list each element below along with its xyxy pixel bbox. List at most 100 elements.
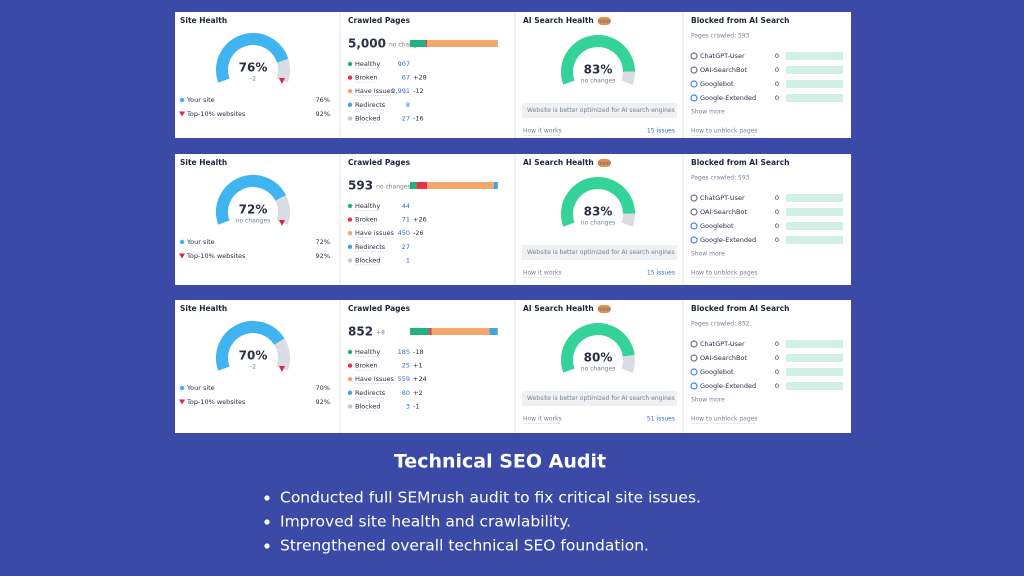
crawled-total: 5,000 — [348, 37, 386, 51]
item-label: Have issues — [355, 87, 394, 95]
bot-bar — [786, 382, 843, 390]
message-box — [522, 245, 677, 260]
item-count: 27 — [402, 243, 410, 251]
bot-icon — [690, 354, 698, 362]
legend-label: Top-10% websites — [186, 110, 246, 118]
ai-issues: 15 issues — [647, 270, 675, 277]
item-count: 25 — [402, 362, 410, 370]
item-label: Blocked — [355, 114, 380, 122]
legend-value: 92% — [316, 252, 330, 260]
bot-count: 0 — [775, 382, 779, 390]
bullet-dot — [264, 495, 270, 501]
bot-icon — [690, 194, 698, 202]
health-change: -2 — [250, 364, 256, 371]
item-count: 67 — [402, 74, 410, 82]
gauge-arc — [216, 175, 286, 225]
message-box — [522, 391, 677, 406]
panel-title: Crawled Pages — [348, 304, 411, 313]
item-label: Healthy — [355, 202, 380, 210]
ai-change: no changes — [581, 220, 616, 227]
bot-bar — [786, 368, 843, 376]
crawled-total: 593 — [348, 179, 373, 193]
footer-title: Technical SEO Audit — [394, 451, 606, 473]
panel-title: Blocked from AI Search — [691, 158, 790, 167]
item-count: 8 — [406, 101, 410, 109]
item-dot — [347, 404, 353, 409]
item-dot — [347, 258, 353, 263]
health-change: no changes — [236, 218, 271, 225]
ai-score: 83% — [584, 205, 613, 219]
item-dot — [347, 377, 353, 382]
legend-value: 92% — [316, 110, 330, 118]
item-label: Redirects — [355, 389, 386, 397]
bot-count: 0 — [775, 222, 779, 230]
health-score: 76% — [239, 61, 268, 75]
item-count: 44 — [402, 202, 410, 210]
crawl-bar-segment — [489, 328, 498, 335]
ai-issues: 51 issues — [647, 416, 675, 423]
bot-name: Googlebot — [700, 368, 734, 376]
item-count: 907 — [398, 60, 410, 68]
item-delta: +26 — [413, 216, 427, 224]
bot-count: 0 — [775, 194, 779, 202]
ai-link: How it works — [523, 416, 562, 423]
item-label: Broken — [355, 216, 378, 224]
crawl-bar-segment — [416, 182, 428, 189]
bot-icon — [690, 382, 698, 390]
benchmark-marker — [278, 220, 285, 227]
bot-name: Google-Extended — [700, 236, 756, 244]
item-count: 559 — [398, 375, 410, 383]
bot-icon — [690, 368, 698, 376]
health-change: -2 — [250, 76, 256, 83]
panel-title: AI Search Health — [523, 158, 594, 167]
bot-name: OAI-SearchBot — [700, 354, 747, 362]
legend-label: Your site — [186, 384, 215, 392]
bot-name: ChatGPT-User — [700, 194, 745, 202]
bot-name: ChatGPT-User — [700, 340, 745, 348]
item-dot — [347, 363, 353, 368]
bot-count: 0 — [775, 354, 779, 362]
legend-label: Your site — [186, 96, 215, 104]
benchmark-marker — [278, 366, 285, 373]
item-count: 27 — [402, 114, 410, 122]
bot-name: ChatGPT-User — [700, 52, 745, 60]
bot-count: 0 — [775, 52, 779, 60]
bot-bar — [786, 236, 843, 244]
item-dot — [347, 89, 353, 94]
show-more: Show more — [691, 251, 725, 258]
crawl-bar-segment — [427, 40, 498, 47]
item-dot — [347, 390, 353, 395]
crawl-bar-segment — [493, 182, 498, 189]
bot-name: Google-Extended — [700, 382, 756, 390]
panel-title: Site Health — [180, 158, 227, 167]
ai-issues: 15 issues — [647, 128, 675, 135]
panel-title: Blocked from AI Search — [691, 16, 790, 25]
ai-link: How it works — [523, 270, 562, 277]
legend-value: 92% — [316, 398, 330, 406]
pages-crawled: Pages crawled: 593 — [691, 33, 750, 40]
item-delta: -18 — [413, 348, 424, 356]
item-label: Redirects — [355, 101, 386, 109]
crawl-bar-segment — [410, 182, 417, 189]
legend-value: 70% — [316, 384, 330, 392]
ai-change: no changes — [581, 366, 616, 373]
bullet-dot — [264, 519, 270, 525]
item-dot — [347, 203, 353, 209]
item-delta: -26 — [413, 229, 424, 237]
legend-triangle — [179, 399, 185, 405]
item-label: Redirects — [355, 243, 386, 251]
item-dot — [347, 231, 353, 236]
bot-bar — [786, 66, 843, 74]
unblock-link: How to unblock pages — [691, 128, 757, 135]
bot-icon — [690, 236, 698, 244]
ai-change: no changes — [581, 78, 616, 85]
bullet-text: Improved site health and crawlability. — [280, 513, 571, 531]
legend-label: Your site — [186, 238, 215, 246]
bot-bar — [786, 208, 843, 216]
bot-icon — [690, 340, 698, 348]
badge-text: new — [597, 18, 611, 25]
ai-score: 83% — [584, 63, 613, 77]
